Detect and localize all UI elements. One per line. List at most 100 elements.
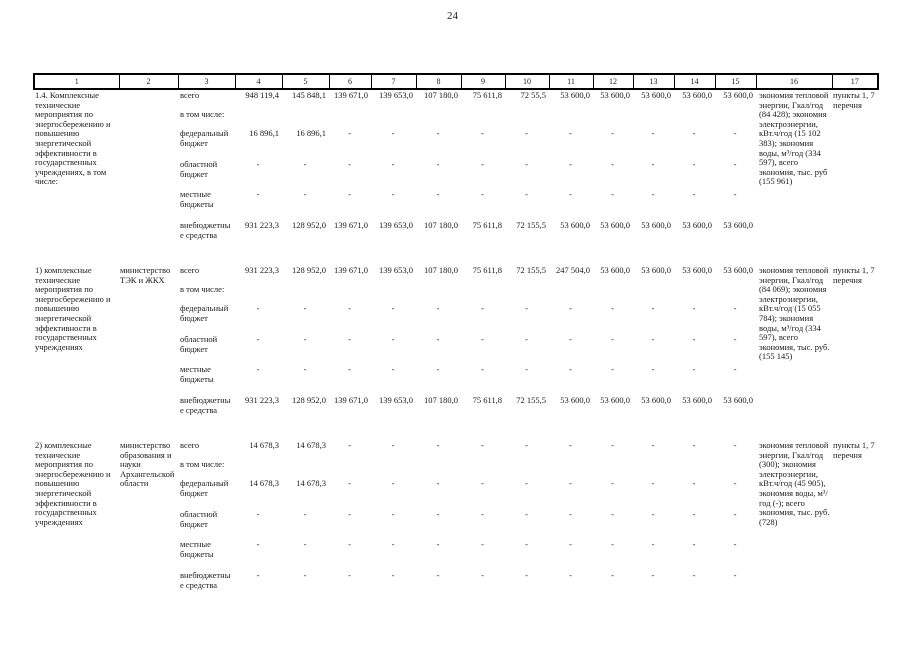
table-row: в том числе: [34, 459, 878, 478]
table-body: 1.4. Комплексные технические мероприятия… [34, 89, 878, 601]
value-cell: - [611, 303, 614, 313]
funding-type-cell: в том числе: [180, 109, 225, 119]
value-cell: - [303, 539, 307, 549]
funding-type-cell: в том числе: [180, 284, 225, 294]
header-cell: 13 [632, 73, 675, 90]
value-cell: 53 600,0 [560, 90, 590, 100]
value-cell: 53 600,0 [600, 220, 630, 230]
value-cell: - [525, 440, 528, 450]
table-row: федеральный бюджет 14 678,3 14 678,3 - - - - - -… [34, 478, 878, 509]
value-cell: - [733, 128, 737, 138]
value-cell: - [611, 478, 614, 488]
value-cell: 948 119,4 [245, 90, 279, 100]
value-cell [416, 284, 461, 303]
value-cell: - [481, 364, 484, 374]
table-row: внебюджетные средства 931 223,3 128 952,0 1… [34, 220, 878, 251]
table-row: 1.4. Комплексные технические мероприятия… [34, 89, 878, 186]
value-cell [235, 109, 282, 128]
value-cell: - [348, 364, 351, 374]
value-cell: - [525, 539, 528, 549]
value-cell [549, 459, 593, 478]
value-cell: - [391, 189, 395, 199]
value-cell: - [391, 303, 395, 313]
funding-type-cell: внебюджетные средства [180, 220, 231, 240]
funding-type-cell: федеральный бюджет [180, 478, 229, 498]
value-cell: 72 155,5 [516, 220, 546, 230]
header-cell: 15 [714, 73, 757, 90]
value-cell: - [651, 570, 655, 580]
header-row: 1 2 3 4 5 6 7 8 9 10 11 12 13 14 15 16 17 [33, 73, 879, 90]
value-cell: - [651, 364, 655, 374]
value-cell: 14 678,3 [296, 478, 326, 488]
spacer-cell [34, 251, 878, 265]
value-cell: - [256, 364, 260, 374]
value-cell: - [692, 539, 696, 549]
value-cell: 931 223,3 [245, 220, 279, 230]
funding-type-cell: внебюджетные средства [180, 395, 231, 415]
header-cell: 10 [504, 73, 550, 90]
value-cell: - [692, 334, 696, 344]
value-cell: 931 223,3 [245, 395, 279, 405]
value-cell: - [733, 334, 737, 344]
value-cell: 16 896,1 [296, 128, 326, 138]
table-row: местные бюджеты - - - - - - - - - - - - [34, 364, 878, 395]
value-cell: 72 155,5 [516, 265, 546, 275]
value-cell: - [692, 509, 696, 519]
value-cell: - [391, 334, 395, 344]
table-row: в том числе: [34, 109, 878, 128]
value-cell: 53 600,0 [682, 90, 712, 100]
value-cell: 53 600,0 [723, 90, 753, 100]
value-cell [282, 109, 329, 128]
value-cell: - [481, 570, 484, 580]
funding-type-cell: областной бюджет [180, 509, 218, 529]
value-cell: - [651, 189, 655, 199]
table-row: областной бюджет - - - - - - - - - - - - [34, 159, 878, 189]
value-cell [329, 459, 371, 478]
funding-type-cell: всего [180, 440, 200, 450]
value-cell: - [303, 303, 307, 313]
value-cell [715, 284, 756, 303]
value-cell: - [569, 509, 572, 519]
value-cell: - [692, 189, 696, 199]
value-cell: 53 600,0 [641, 265, 671, 275]
executor-cell: министерство ТЭК и ЖКХ [120, 265, 171, 285]
value-cell: 72 155,5 [516, 395, 546, 405]
value-cell: 14 678,3 [249, 478, 279, 488]
value-cell [633, 284, 674, 303]
value-cell [282, 284, 329, 303]
value-cell [329, 109, 371, 128]
value-cell: - [651, 159, 655, 169]
value-cell: 107 180,0 [424, 90, 458, 100]
value-cell: - [611, 128, 614, 138]
value-cell: - [692, 478, 696, 488]
value-cell [715, 459, 756, 478]
activity-name-cell: 1.4. Комплексные технические мероприятия… [35, 90, 111, 187]
value-cell [461, 459, 505, 478]
value-cell: 53 600,0 [560, 220, 590, 230]
value-cell: - [481, 440, 484, 450]
funding-type-cell: местные бюджеты [180, 189, 214, 209]
value-cell: - [611, 334, 614, 344]
value-cell [593, 284, 633, 303]
value-cell: - [611, 364, 614, 374]
value-cell: - [436, 509, 440, 519]
expected-result-cell: экономия тепловой энергии, Гкал/год (84 … [759, 265, 830, 362]
value-cell: - [569, 570, 572, 580]
value-cell: - [611, 570, 614, 580]
value-cell: 53 600,0 [682, 265, 712, 275]
value-cell: - [348, 440, 351, 450]
value-cell: 72 55,5 [520, 90, 547, 100]
value-cell: - [481, 478, 484, 488]
funding-type-cell: в том числе: [180, 459, 225, 469]
value-cell: - [733, 440, 737, 450]
value-cell: 53 600,0 [641, 90, 671, 100]
table-row: местные бюджеты - - - - - - - - - - - - [34, 189, 878, 220]
value-cell [593, 459, 633, 478]
value-cell: - [303, 364, 307, 374]
value-cell: - [525, 570, 528, 580]
value-cell: - [481, 189, 484, 199]
value-cell: 53 600,0 [641, 220, 671, 230]
header-cell: 17 [831, 73, 879, 90]
header-cell: 3 [177, 73, 236, 90]
value-cell: - [481, 303, 484, 313]
